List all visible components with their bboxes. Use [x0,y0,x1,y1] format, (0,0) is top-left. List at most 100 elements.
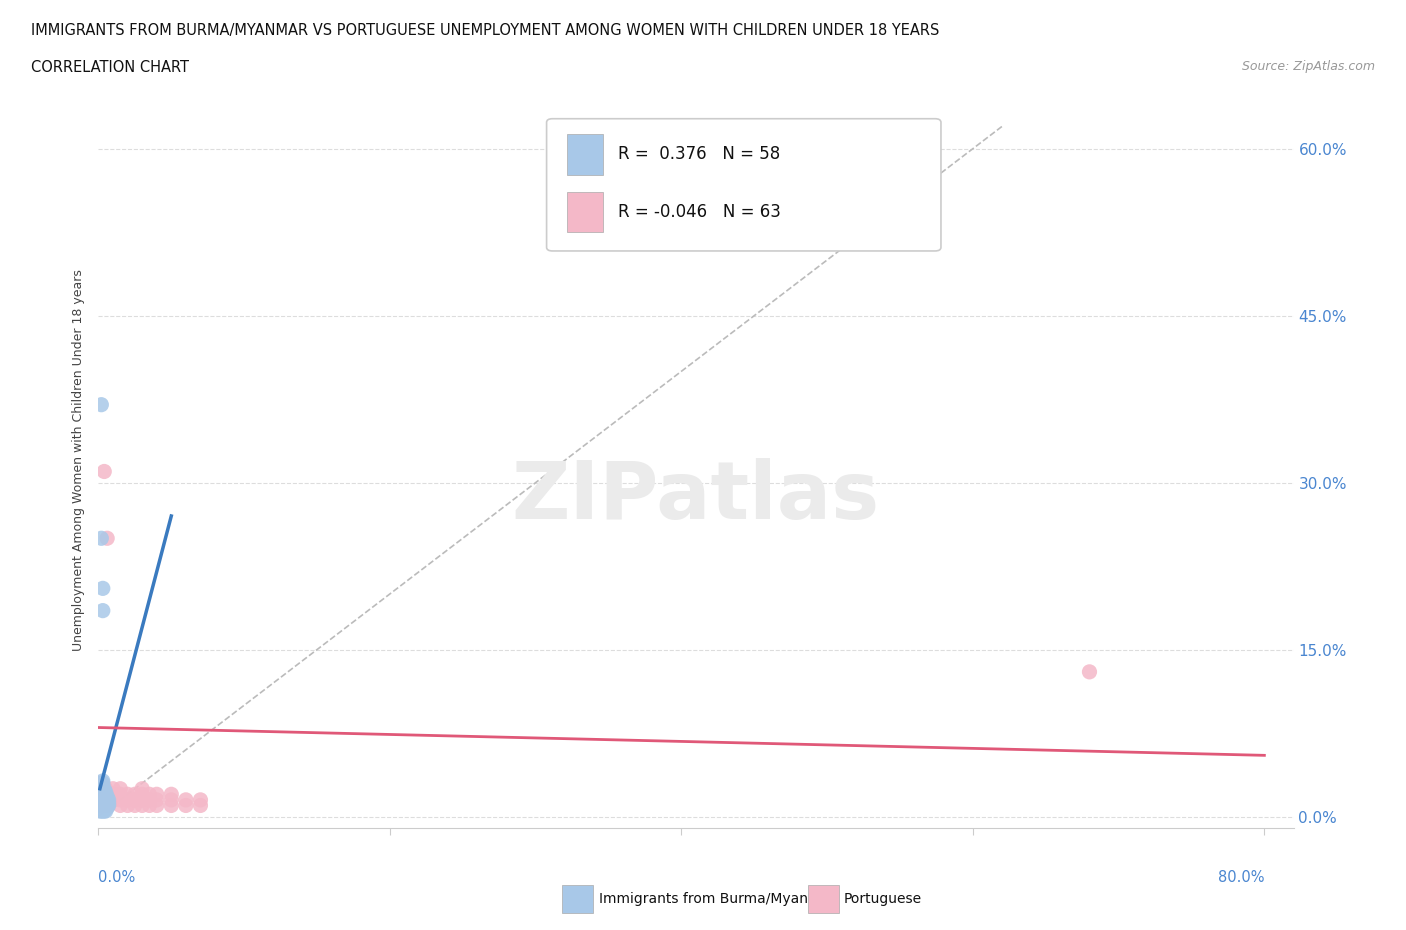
Point [145,798,167,813]
Point [89,778,111,793]
Point [91,789,114,804]
Point [160,787,183,802]
Point [97,798,120,813]
Point [90,792,112,807]
Point [131,798,153,813]
Point [101,792,124,807]
Bar [567,135,603,175]
Text: ZIPatlas: ZIPatlas [512,458,880,536]
Point [117,798,139,813]
Point [93,789,115,804]
Point [89,785,111,800]
Point [124,787,146,802]
Point [91,792,114,807]
Point [89,781,111,796]
Point [90,796,112,811]
Point [94,787,117,802]
Point [90,781,112,796]
Text: Portuguese: Portuguese [844,892,922,907]
Point [93,792,115,807]
Point [96,798,118,813]
Point [160,798,183,813]
Point [90,804,112,818]
Point [90,397,112,412]
Point [93,800,115,815]
Point [97,792,120,807]
Point [131,792,153,807]
Point [94,804,117,818]
Point [94,792,117,807]
Point [174,798,197,813]
Point [93,464,115,479]
Point [93,798,115,813]
Point [90,787,112,802]
Point [96,800,118,815]
Point [110,798,132,813]
Text: R = -0.046   N = 63: R = -0.046 N = 63 [619,204,782,221]
Point [93,781,115,796]
Text: Source: ZipAtlas.com: Source: ZipAtlas.com [1241,60,1375,73]
Point [96,792,118,807]
Point [90,776,112,790]
Point [93,796,115,811]
Text: CORRELATION CHART: CORRELATION CHART [31,60,188,75]
Point [89,798,111,813]
Point [90,798,112,813]
Point [97,798,120,813]
Point [91,796,114,811]
Point [138,792,160,807]
Point [91,781,114,796]
Point [110,787,132,802]
Point [110,792,132,807]
Point [1078,664,1101,679]
Text: 80.0%: 80.0% [1218,870,1264,885]
Point [93,804,115,818]
Point [101,787,124,802]
Point [124,792,146,807]
Point [124,798,146,813]
Point [91,792,114,807]
Point [94,798,117,813]
Point [131,787,153,802]
Point [91,798,114,813]
Text: R =  0.376   N = 58: R = 0.376 N = 58 [619,145,780,164]
Point [90,800,112,815]
Point [97,792,120,807]
Point [145,792,167,807]
Point [90,531,112,546]
Point [89,781,111,796]
Point [131,781,153,796]
Point [101,781,124,796]
Point [89,789,111,804]
Point [93,789,115,804]
Point [89,798,111,813]
Point [89,796,111,811]
Point [89,792,111,807]
Point [160,792,183,807]
Point [145,787,167,802]
Point [91,776,114,790]
Point [91,774,114,789]
Point [96,787,118,802]
Point [190,798,212,813]
Point [96,798,118,813]
Point [94,796,117,811]
Point [93,785,115,800]
Point [96,792,118,807]
Point [90,781,112,796]
Point [90,785,112,800]
Point [94,798,117,813]
Point [94,789,117,804]
Point [91,787,114,802]
Point [96,796,118,811]
Point [117,792,139,807]
Point [138,787,160,802]
Point [94,785,117,800]
Point [91,787,114,802]
Point [94,787,117,802]
Point [93,798,115,813]
FancyBboxPatch shape [547,119,941,251]
Point [89,787,111,802]
Point [96,531,118,546]
Point [174,792,197,807]
